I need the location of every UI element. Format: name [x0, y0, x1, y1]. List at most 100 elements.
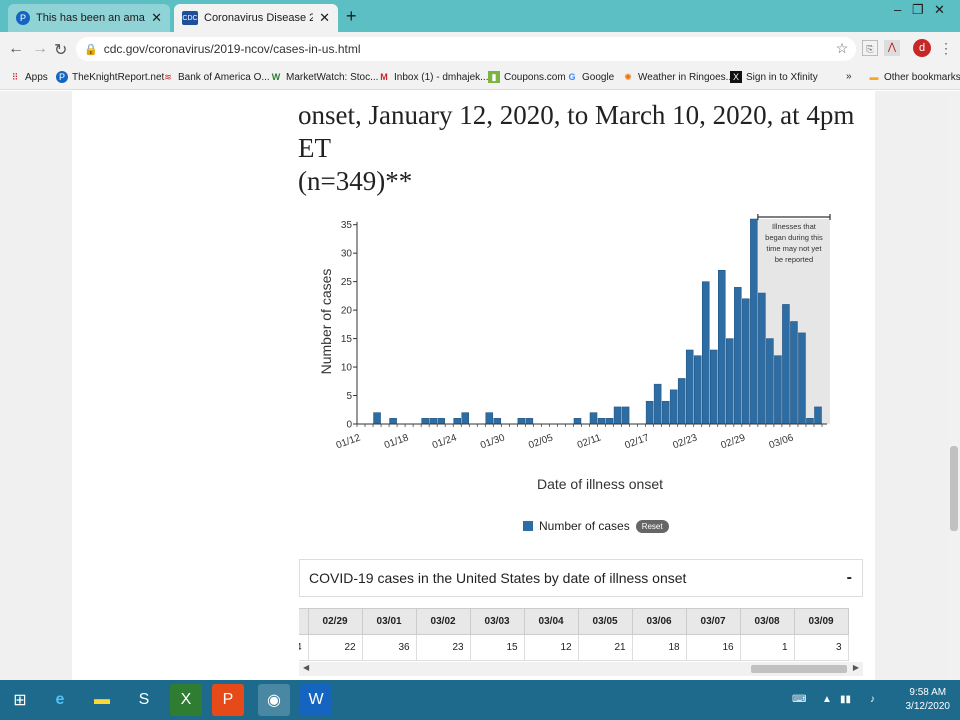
annotation-text: began during this: [765, 233, 823, 242]
bar: [774, 355, 782, 425]
table-header-cell: 03/05: [577, 608, 633, 635]
address-bar[interactable]: 🔒 cdc.gov/coronavirus/2019-ncov/cases-in…: [76, 37, 856, 61]
coupons-icon: ▮: [488, 71, 500, 83]
collapse-toggle[interactable]: -: [846, 569, 852, 586]
chrome-icon[interactable]: ◉: [258, 684, 290, 716]
bar: [661, 400, 670, 425]
knight-icon: P: [56, 71, 68, 83]
bookmark-google[interactable]: G Google: [566, 71, 614, 83]
bar: [389, 418, 397, 425]
star-icon[interactable]: ☆: [835, 40, 849, 56]
heading-line-2: (n=349)**: [298, 166, 413, 196]
bookmark-xfinity[interactable]: X Sign in to Xfinity: [730, 71, 818, 83]
bar: [710, 349, 718, 425]
table-cell: 22: [307, 634, 363, 661]
table-cell: 3: [793, 634, 849, 661]
bookmarks-bar: ⠿ Apps P TheKnightReport.net ≋ Bank of Amer…: [0, 66, 960, 90]
table-header-cell: 02/29: [307, 608, 363, 635]
bookmark-knight[interactable]: P TheKnightReport.net: [56, 71, 164, 83]
word-icon[interactable]: W: [300, 684, 332, 716]
xfinity-icon: X: [730, 71, 742, 83]
bar: [790, 321, 798, 425]
annotation-text: Illnesses that: [772, 222, 817, 231]
bar: [653, 383, 662, 425]
profile-avatar[interactable]: d: [913, 39, 931, 57]
table-cell: 36: [361, 634, 417, 661]
table-header-cell: 03/04: [523, 608, 579, 635]
scroll-left-icon[interactable]: ◀: [303, 663, 310, 672]
url-text: cdc.gov/coronavirus/2019-ncov/cases-in-u…: [103, 42, 361, 56]
annotation-text: be reported: [775, 255, 813, 264]
bookmark-marketwatch[interactable]: W MarketWatch: Stoc...: [270, 71, 379, 83]
x-tick-label: 01/18: [383, 432, 411, 451]
windows-start-icon[interactable]: ⊞: [13, 692, 27, 709]
table-header-row: 02/29 03/01 03/02 03/03 03/04 03/05 03/06 03/07…: [299, 608, 849, 635]
bar: [453, 418, 461, 425]
minimize-button[interactable]: –: [894, 2, 902, 17]
x-tick-label: 02/23: [671, 432, 699, 451]
keyboard-icon[interactable]: ⌨: [792, 694, 807, 705]
y-tick-label: 5: [346, 391, 352, 402]
excel-icon[interactable]: X: [170, 684, 202, 716]
tray-expand-icon[interactable]: ▲: [822, 694, 832, 705]
restore-button[interactable]: ❐: [912, 2, 924, 17]
tab-cdc[interactable]: CDC Coronavirus Disease 2019 (COVID ✕: [174, 4, 338, 32]
cases-table-wrapper[interactable]: 02/29 03/01 03/02 03/03 03/04 03/05 03/06 03/07…: [299, 608, 863, 678]
pdf-extension-icon[interactable]: ⋀: [884, 40, 900, 56]
bar: [750, 218, 758, 425]
bookmark-weather[interactable]: ✺ Weather in Ringoes...: [622, 71, 734, 83]
bar: [669, 389, 678, 425]
volume-icon[interactable]: ♪: [870, 694, 875, 705]
bookmark-inbox[interactable]: M Inbox (1) - dmhajek...: [378, 71, 488, 83]
scrollbar-thumb[interactable]: [950, 446, 958, 531]
internet-explorer-icon[interactable]: e: [55, 691, 65, 708]
marketwatch-icon: W: [271, 72, 281, 82]
powerpoint-icon[interactable]: P: [212, 684, 244, 716]
menu-kebab-icon[interactable]: ⋮: [939, 40, 953, 56]
back-icon[interactable]: ←: [8, 40, 24, 57]
reset-button[interactable]: Reset: [635, 519, 669, 533]
bar: [685, 349, 694, 425]
bar: [677, 378, 686, 425]
network-icon[interactable]: ▮▮: [840, 694, 852, 705]
knight-favicon-icon: P: [16, 11, 30, 25]
bookmark-coupons[interactable]: ▮ Coupons.com: [488, 71, 566, 83]
more-bookmarks-button[interactable]: »: [846, 71, 852, 82]
skype-icon[interactable]: S: [138, 691, 150, 708]
scrollbar-thumb[interactable]: [751, 665, 847, 673]
cases-table: 02/29 03/01 03/02 03/03 03/04 03/05 03/06 03/07…: [299, 608, 849, 661]
bookmark-label: Weather in Ringoes...: [638, 71, 734, 83]
bar: [525, 418, 534, 425]
file-explorer-icon[interactable]: ▬: [94, 691, 110, 708]
system-clock[interactable]: 9:58 AM 3/12/2020: [906, 686, 951, 714]
close-icon[interactable]: ✕: [319, 10, 330, 25]
table-cell: 15: [469, 634, 525, 661]
close-icon[interactable]: ✕: [151, 10, 162, 25]
cases-table-accordion[interactable]: COVID-19 cases in the United States by d…: [299, 559, 863, 597]
window-close-button[interactable]: ✕: [934, 2, 945, 17]
table-header-cell: 03/08: [739, 608, 795, 635]
table-horizontal-scrollbar[interactable]: ◀ ▶: [299, 662, 863, 676]
page-vertical-scrollbar[interactable]: [948, 91, 960, 680]
chart-heading: onset, January 12, 2020, to March 10, 20…: [298, 99, 858, 198]
bookmark-label: Other bookmarks: [884, 71, 960, 83]
x-tick-label: 01/24: [431, 432, 459, 451]
gmail-icon: M: [380, 72, 388, 82]
forward-icon[interactable]: →: [32, 40, 48, 57]
table-header-cell: 03/07: [685, 608, 741, 635]
scroll-right-icon[interactable]: ▶: [852, 663, 859, 672]
reload-icon[interactable]: ↻: [54, 42, 68, 59]
other-bookmarks[interactable]: ▬ Other bookmarks: [868, 71, 960, 83]
bookmark-apps[interactable]: ⠿ Apps: [9, 71, 48, 83]
y-axis-label: Number of cases: [318, 269, 334, 375]
tab-knight-report[interactable]: P This has been an amazing 24 ho ✕: [8, 4, 170, 32]
tab-strip: P This has been an amazing 24 ho ✕ CDC C…: [0, 0, 960, 32]
bookmark-boa[interactable]: ≋ Bank of America O...: [162, 71, 270, 83]
extension-icon[interactable]: ⎘: [862, 40, 878, 56]
boa-icon: ≋: [164, 71, 172, 82]
bar: [766, 338, 774, 425]
table-header-cell: 03/02: [415, 608, 471, 635]
new-tab-button[interactable]: +: [346, 6, 357, 26]
table-cell: 4: [299, 634, 309, 661]
table-cell: 18: [631, 634, 687, 661]
